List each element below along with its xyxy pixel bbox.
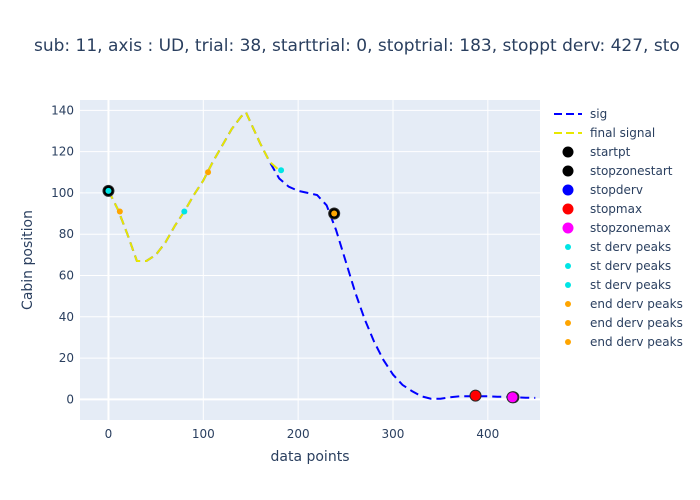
legend-label: st derv peaks	[590, 259, 671, 273]
marker-st-derv-peaks	[105, 187, 112, 194]
legend-item[interactable]: stopzonemax	[562, 221, 671, 235]
marker-stopmax	[469, 389, 482, 402]
x-axis-label: data points	[271, 449, 350, 465]
legend-swatch	[565, 263, 571, 269]
legend-label: stopzonestart	[590, 164, 673, 178]
legend-item[interactable]: final signal	[554, 126, 655, 140]
marker-stopzonemax	[506, 391, 519, 404]
marker-st-derv-peaks	[278, 167, 285, 174]
legend-swatch	[562, 184, 574, 196]
legend-item[interactable]: stopderv	[562, 183, 643, 197]
x-tick-label: 100	[192, 427, 215, 441]
legend-label: final signal	[590, 126, 655, 140]
legend-swatch	[565, 282, 571, 288]
legend-label: end derv peaks	[590, 297, 683, 311]
x-tick-label: 400	[476, 427, 499, 441]
legend: sig final signal startpt stopzonestart stopd…	[554, 107, 683, 349]
x-tick-label: 200	[287, 427, 310, 441]
series-line-final-signal	[107, 110, 283, 262]
marker-st-derv-peaks	[181, 208, 188, 215]
y-tick-label: 120	[51, 145, 74, 159]
legend-item[interactable]: startpt	[562, 145, 631, 159]
legend-label: sig	[590, 107, 607, 121]
gridlines	[80, 100, 540, 420]
y-tick-label: 0	[66, 392, 74, 406]
legend-item[interactable]: st derv peaks	[565, 259, 671, 273]
x-tick-label: 0	[105, 427, 113, 441]
legend-item[interactable]: st derv peaks	[565, 240, 671, 254]
legend-item[interactable]: end derv peaks	[565, 316, 683, 330]
y-tick-label: 20	[59, 351, 74, 365]
series-layer	[107, 110, 536, 400]
legend-label: st derv peaks	[590, 240, 671, 254]
legend-label: stopzonemax	[590, 221, 671, 235]
marker-end-derv-peaks	[116, 208, 123, 215]
legend-label: stopmax	[590, 202, 642, 216]
legend-label: st derv peaks	[590, 278, 671, 292]
marker-end-derv-peaks	[205, 169, 212, 176]
legend-item[interactable]: stopzonestart	[562, 164, 673, 178]
legend-swatch	[565, 244, 571, 250]
legend-label: startpt	[590, 145, 631, 159]
legend-swatch	[562, 165, 574, 177]
legend-label: stopderv	[590, 183, 643, 197]
legend-item[interactable]: st derv peaks	[565, 278, 671, 292]
legend-label: end derv peaks	[590, 316, 683, 330]
legend-item[interactable]: sig	[554, 107, 607, 121]
plot-background	[80, 100, 540, 420]
legend-swatch	[562, 222, 574, 234]
legend-item[interactable]: end derv peaks	[565, 297, 683, 311]
tick-labels: 0 100 200 300 400 0 20 40 60 80 100 120 140	[51, 103, 499, 441]
y-tick-label: 140	[51, 103, 74, 117]
y-tick-label: 80	[59, 227, 74, 241]
legend-swatch	[565, 320, 571, 326]
x-tick-label: 300	[382, 427, 405, 441]
y-tick-label: 100	[51, 186, 74, 200]
legend-swatch	[565, 339, 571, 345]
chart-title: sub: 11, axis : UD, trial: 38, starttria…	[34, 36, 680, 56]
marker-end-derv-peaks	[331, 210, 338, 217]
legend-swatch	[565, 301, 571, 307]
y-tick-label: 60	[59, 268, 74, 282]
legend-label: end derv peaks	[590, 335, 683, 349]
y-tick-label: 40	[59, 310, 74, 324]
y-axis-label: Cabin position	[20, 210, 36, 310]
legend-swatch	[562, 146, 574, 158]
legend-item[interactable]: stopmax	[562, 202, 643, 216]
legend-swatch	[562, 203, 574, 215]
legend-item[interactable]: end derv peaks	[565, 335, 683, 349]
marker-layer	[102, 167, 520, 404]
